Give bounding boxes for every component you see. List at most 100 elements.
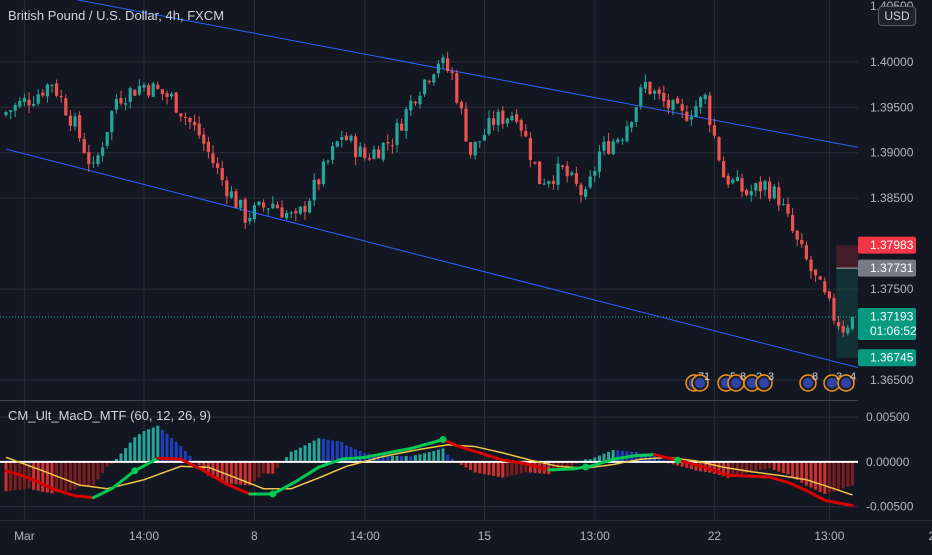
macd-histogram-bar (741, 462, 744, 474)
indicator-title[interactable]: CM_Ult_MacD_MTF (60, 12, 26, 9) (8, 408, 211, 423)
candle (552, 181, 555, 184)
macd-tick-label: 0.00500 (866, 410, 910, 424)
macd-histogram-bar (327, 440, 330, 462)
candle (391, 145, 394, 146)
macd-histogram-bar (152, 427, 155, 461)
candle (704, 95, 707, 99)
time-tick-label: Mar (14, 529, 35, 543)
macd-histogram-bar (64, 462, 67, 491)
candle (851, 317, 854, 329)
candle (165, 93, 168, 97)
macd-histogram-bar (764, 462, 767, 469)
candle (639, 87, 642, 105)
candle (593, 171, 596, 176)
macd-histogram-bar (235, 462, 238, 484)
macd-histogram-bar (833, 462, 836, 492)
candle (662, 93, 665, 101)
price-tick-label: 1.39500 (870, 100, 914, 114)
candle (115, 99, 118, 110)
candle (547, 181, 550, 183)
candle (211, 153, 214, 163)
macd-histogram-bar (74, 462, 77, 490)
macd-histogram-bar (754, 462, 757, 471)
candle (377, 150, 380, 159)
candle (87, 152, 90, 164)
candle (175, 92, 178, 112)
candle (676, 98, 679, 103)
candle (759, 182, 762, 192)
macd-histogram-bar (267, 462, 270, 474)
symbol-title[interactable]: British Pound / U.S. Dollar, 4h, FXCM (8, 8, 224, 23)
candle (805, 245, 808, 259)
candle (492, 118, 495, 125)
candle (280, 207, 283, 217)
macd-histogram-bar (796, 462, 799, 480)
macd-histogram-bar (78, 462, 81, 487)
macd-histogram-bar (469, 462, 472, 470)
candle (533, 162, 536, 163)
candle (556, 164, 559, 185)
candle (257, 202, 260, 205)
macd-histogram-bar (442, 448, 445, 461)
candle (579, 185, 582, 195)
candle (524, 131, 527, 136)
candle (198, 124, 201, 136)
candle (796, 231, 799, 240)
candle (694, 106, 697, 117)
macd-histogram-bar (414, 455, 417, 462)
candle (285, 213, 288, 218)
candle (331, 146, 334, 160)
candle (179, 113, 182, 116)
candle (616, 140, 619, 143)
macd-histogram-bar (271, 462, 274, 474)
currency-badge[interactable]: USD (878, 6, 916, 26)
candle (234, 191, 237, 208)
candle (745, 190, 748, 195)
candle (262, 203, 265, 208)
candle (303, 206, 306, 212)
macd-histogram-bar (423, 453, 426, 462)
candle (846, 328, 849, 334)
time-tick-label: 22 (708, 529, 722, 543)
time-tick-label: 15 (478, 529, 492, 543)
macd-histogram-bar (225, 462, 228, 484)
macd-histogram-bar (446, 455, 449, 462)
candle (294, 211, 297, 213)
candle (161, 89, 164, 94)
candle (4, 112, 7, 115)
macd-histogram-bar (787, 462, 790, 474)
macd-histogram-bar (294, 450, 297, 462)
candle (570, 172, 573, 174)
macd-histogram-bar (777, 462, 780, 472)
macd-histogram-bar (69, 462, 72, 490)
candle (267, 208, 270, 209)
time-tick-label: 14:00 (129, 529, 159, 543)
candle (101, 148, 104, 156)
price-tick-label: 1.36500 (870, 373, 914, 387)
candle (359, 146, 362, 156)
macd-histogram-bar (317, 438, 320, 462)
candle (184, 117, 187, 118)
candle (432, 74, 435, 82)
candle (119, 98, 122, 103)
candle (644, 82, 647, 89)
macd-histogram-bar (230, 462, 233, 484)
candle (681, 104, 684, 110)
candle (561, 166, 564, 167)
candle (418, 96, 421, 104)
macd-histogram-bar (129, 443, 132, 462)
macd-histogram-bar (478, 462, 481, 473)
macd-histogram-bar (488, 462, 491, 475)
candle (349, 136, 352, 141)
candle (598, 151, 601, 171)
macd-histogram-bar (248, 462, 251, 486)
macd-histogram-bar (14, 462, 17, 490)
macd-histogram-bar (497, 462, 500, 477)
candle (809, 260, 812, 271)
price-tick-label: 1.39000 (870, 146, 914, 160)
candle (814, 270, 817, 276)
candle (543, 184, 546, 185)
macd-histogram-bar (483, 462, 486, 474)
